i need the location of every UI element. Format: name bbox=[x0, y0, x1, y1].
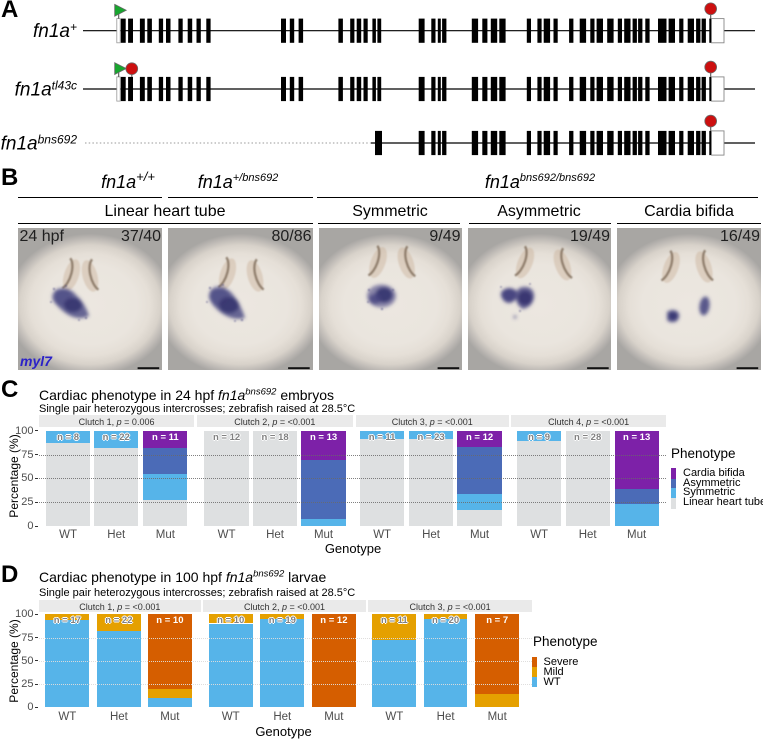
svg-text:fn1a+: fn1a+ bbox=[33, 20, 77, 42]
svg-text:fn1atl43c: fn1atl43c bbox=[15, 79, 77, 101]
svg-text:fn1abns692: fn1abns692 bbox=[1, 133, 78, 155]
